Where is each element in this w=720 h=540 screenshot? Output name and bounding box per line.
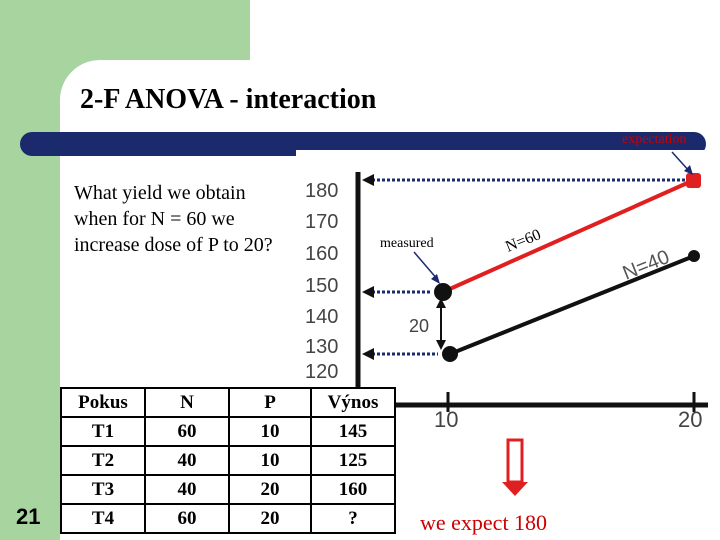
conclusion-text: we expect 180 (420, 510, 548, 535)
question-text: What yield we obtain when for N = 60 we … (74, 182, 273, 256)
table-cell: 145 (310, 416, 396, 447)
table-row: T2 40 10 125 (60, 445, 396, 476)
table-header: P (228, 387, 312, 418)
table-cell: 10 (228, 445, 312, 476)
guide-arrow-125 (362, 348, 374, 360)
table-cell: 60 (144, 503, 230, 534)
y-tick-130: 130 (305, 336, 338, 358)
guide-arrow-145 (362, 286, 374, 298)
table-cell: 20 (228, 503, 312, 534)
table-cell: 60 (144, 416, 230, 447)
series-n60-line (442, 178, 695, 294)
slide-number: 21 (16, 504, 41, 529)
table-header: Pokus (60, 387, 146, 418)
table-cell: T3 (60, 474, 146, 505)
y-tick-120: 120 (305, 361, 338, 383)
expect-arrow-shaft (506, 438, 524, 484)
table-header: Výnos (310, 387, 396, 418)
table-cell: T1 (60, 416, 146, 447)
diff-arrow-top (436, 298, 446, 308)
measured-pointer-head (431, 274, 440, 284)
table-row: T1 60 10 145 (60, 416, 396, 447)
table-row: T3 40 20 160 (60, 474, 396, 505)
table-cell: 125 (310, 445, 396, 476)
table-header: N (144, 387, 230, 418)
table-cell: 10 (228, 416, 312, 447)
measured-pointer (413, 251, 439, 281)
title-underline-cut (296, 150, 716, 158)
table-cell: T4 (60, 503, 146, 534)
measured-label: measured (380, 236, 434, 251)
table-cell: 20 (228, 474, 312, 505)
series-n40-line (449, 254, 695, 356)
y-tick-160: 160 (305, 243, 338, 265)
guide-arrow-180 (362, 174, 374, 186)
point-n60-p20 (686, 173, 701, 188)
y-tick-150: 150 (305, 275, 338, 297)
table-cell: T2 (60, 445, 146, 476)
table-header-row: Pokus N P Výnos (60, 387, 396, 418)
table-cell: ? (310, 503, 396, 534)
table-cell: 160 (310, 474, 396, 505)
n40-series-label: N=40 (620, 246, 673, 285)
expectation-label: expectation (622, 132, 687, 147)
slide-title: 2-F ANOVA - interaction (80, 84, 377, 115)
data-table: Pokus N P Výnos T1 60 10 145 T2 40 10 12… (60, 387, 396, 534)
point-n40-p10 (442, 346, 458, 362)
y-tick-180: 180 (305, 180, 338, 202)
expectation-pointer-head (684, 165, 693, 175)
x-tick-label-20: 20 (678, 407, 702, 432)
diff-label-box (408, 316, 434, 336)
x-tick-label-10: 10 (434, 407, 458, 432)
table-cell: 40 (144, 474, 230, 505)
point-n40-p20 (688, 250, 700, 262)
expect-arrow-head (502, 482, 528, 496)
y-tick-140: 140 (305, 306, 338, 328)
diff-arrow-bottom (436, 340, 446, 350)
y-tick-170: 170 (305, 211, 338, 233)
point-n60-p10 (434, 283, 452, 301)
diff-label: 20 (409, 316, 429, 336)
table-row: T4 60 20 ? (60, 503, 396, 534)
table-cell: 40 (144, 445, 230, 476)
